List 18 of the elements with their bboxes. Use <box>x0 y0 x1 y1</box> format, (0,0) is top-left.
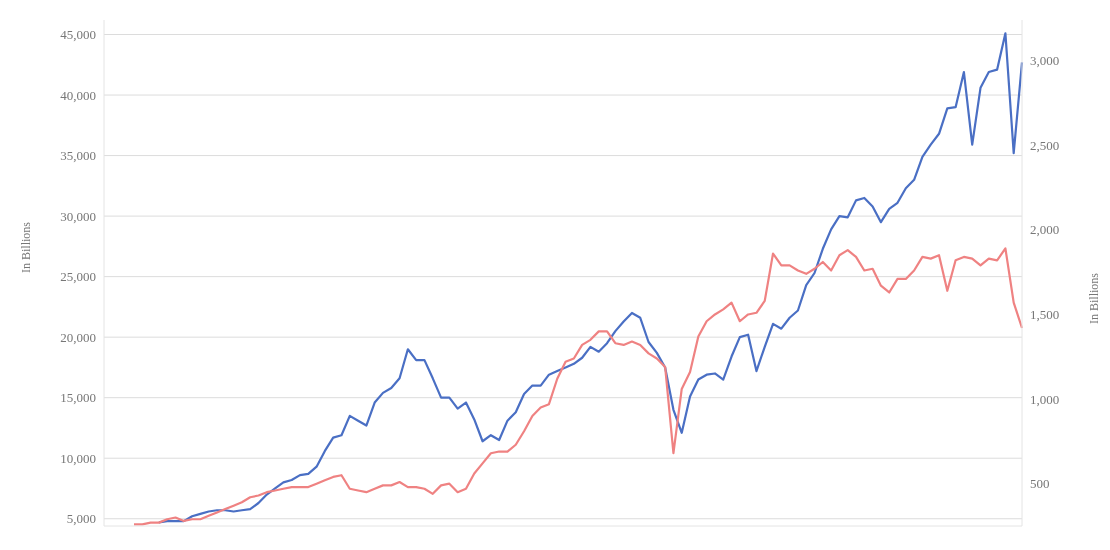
y2-tick-label: 500 <box>1030 476 1050 492</box>
y-tick-label: 45,000 <box>60 27 96 43</box>
y2-axis-title: In Billions <box>1087 272 1102 325</box>
y-tick-label: 40,000 <box>60 87 96 103</box>
y2-tick-label: 2,500 <box>1030 137 1060 153</box>
y-tick-label: 15,000 <box>60 390 96 406</box>
y-tick-label: 20,000 <box>60 329 96 345</box>
y-axis-title: In Billions <box>19 221 34 273</box>
y-tick-label: 25,000 <box>60 269 96 285</box>
y-tick-label: 35,000 <box>60 148 96 164</box>
y-tick-label: 30,000 <box>60 208 96 224</box>
y2-tick-label: 1,000 <box>1030 391 1060 407</box>
line-series <box>132 247 1024 526</box>
y2-tick-label: 2,000 <box>1030 222 1060 238</box>
y2-tick-label: 1,500 <box>1030 307 1060 323</box>
y-tick-label: 5,000 <box>66 511 96 527</box>
y2-tick-label: 3,000 <box>1030 53 1060 69</box>
y-tick-label: 10,000 <box>60 450 96 466</box>
